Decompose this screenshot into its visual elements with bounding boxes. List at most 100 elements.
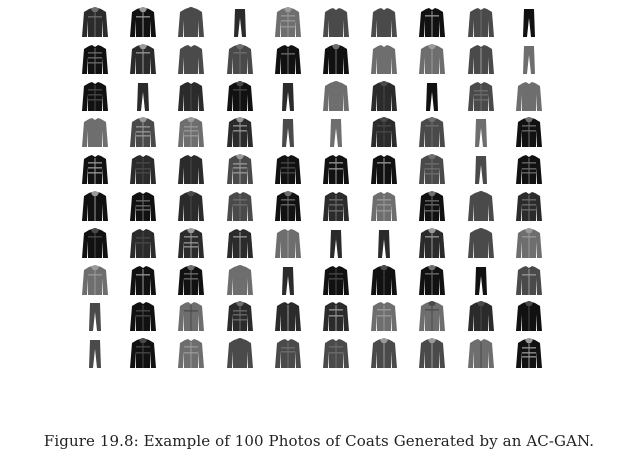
coat-image — [319, 153, 353, 187]
coat-image — [319, 190, 353, 224]
coat-image — [223, 116, 257, 150]
coat-image — [271, 337, 305, 371]
coat-image — [126, 264, 160, 298]
coat-image — [174, 264, 208, 298]
coat-image — [415, 264, 449, 298]
coat-image — [464, 227, 498, 261]
coat-image — [174, 227, 208, 261]
coat-image — [78, 153, 112, 187]
coat-image — [126, 43, 160, 77]
coat-image — [78, 264, 112, 298]
coat-image — [367, 6, 401, 40]
generated-image-grid — [72, 6, 560, 374]
coat-image — [367, 116, 401, 150]
coat-image — [367, 337, 401, 371]
coat-image — [319, 300, 353, 334]
coat-image — [319, 337, 353, 371]
coat-image — [415, 43, 449, 77]
coat-image — [223, 190, 257, 224]
coat-image — [319, 227, 353, 261]
coat-image — [223, 337, 257, 371]
coat-image — [78, 190, 112, 224]
coat-image — [464, 153, 498, 187]
coat-image — [512, 153, 546, 187]
coat-image — [415, 190, 449, 224]
coat-image — [223, 80, 257, 114]
coat-image — [367, 300, 401, 334]
coat-image — [126, 6, 160, 40]
coat-image — [512, 6, 546, 40]
coat-image — [271, 116, 305, 150]
coat-image — [223, 227, 257, 261]
coat-image — [512, 300, 546, 334]
coat-image — [126, 337, 160, 371]
coat-image — [174, 153, 208, 187]
coat-image — [415, 227, 449, 261]
coat-image — [78, 80, 112, 114]
coat-image — [126, 153, 160, 187]
coat-image — [271, 227, 305, 261]
coat-image — [415, 6, 449, 40]
coat-image — [223, 6, 257, 40]
coat-image — [464, 43, 498, 77]
coat-image — [464, 264, 498, 298]
coat-image — [464, 6, 498, 40]
coat-image — [512, 227, 546, 261]
coat-image — [126, 116, 160, 150]
coat-image — [415, 337, 449, 371]
coat-image — [78, 6, 112, 40]
coat-image — [223, 43, 257, 77]
coat-image — [78, 227, 112, 261]
coat-image — [464, 80, 498, 114]
coat-image — [415, 116, 449, 150]
coat-image — [271, 300, 305, 334]
coat-image — [271, 153, 305, 187]
coat-image — [126, 190, 160, 224]
coat-image — [223, 153, 257, 187]
coat-image — [464, 300, 498, 334]
coat-image — [512, 43, 546, 77]
coat-image — [319, 43, 353, 77]
coat-image — [126, 227, 160, 261]
coat-image — [512, 116, 546, 150]
coat-image — [174, 116, 208, 150]
coat-image — [367, 43, 401, 77]
coat-image — [464, 116, 498, 150]
coat-image — [174, 300, 208, 334]
coat-image — [319, 6, 353, 40]
coat-image — [367, 264, 401, 298]
coat-image — [512, 190, 546, 224]
coat-image — [367, 153, 401, 187]
coat-image — [78, 116, 112, 150]
coat-image — [78, 300, 112, 334]
coat-image — [512, 337, 546, 371]
coat-image — [78, 43, 112, 77]
coat-image — [464, 190, 498, 224]
coat-image — [126, 80, 160, 114]
coat-image — [415, 153, 449, 187]
coat-image — [512, 80, 546, 114]
coat-image — [319, 264, 353, 298]
coat-image — [174, 337, 208, 371]
coat-image — [174, 190, 208, 224]
coat-image — [415, 300, 449, 334]
coat-image — [78, 337, 112, 371]
coat-image — [126, 300, 160, 334]
coat-image — [271, 190, 305, 224]
coat-image — [271, 43, 305, 77]
coat-image — [415, 80, 449, 114]
coat-image — [174, 43, 208, 77]
coat-image — [319, 116, 353, 150]
coat-image — [271, 264, 305, 298]
coat-image — [464, 337, 498, 371]
coat-image — [271, 6, 305, 40]
coat-image — [174, 80, 208, 114]
coat-image — [367, 227, 401, 261]
figure-caption: Figure 19.8: Example of 100 Photos of Co… — [43, 432, 595, 450]
coat-image — [223, 300, 257, 334]
coat-image — [271, 80, 305, 114]
coat-image — [367, 190, 401, 224]
coat-image — [223, 264, 257, 298]
coat-image — [174, 6, 208, 40]
